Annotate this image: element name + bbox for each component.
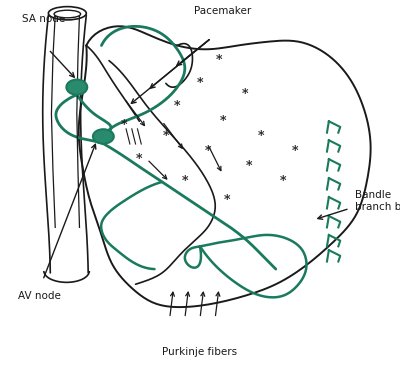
Text: Pacemaker: Pacemaker xyxy=(194,6,251,16)
Text: *: * xyxy=(182,175,188,188)
Text: *: * xyxy=(246,160,252,173)
Text: Purkinje fibers: Purkinje fibers xyxy=(162,348,238,357)
Text: *: * xyxy=(197,77,203,90)
Text: *: * xyxy=(136,153,143,166)
Text: AV node: AV node xyxy=(18,291,61,301)
Text: Bandle
branch block: Bandle branch block xyxy=(355,190,400,212)
Text: *: * xyxy=(174,100,180,113)
Text: SA node: SA node xyxy=(22,14,65,24)
Ellipse shape xyxy=(54,10,81,18)
Ellipse shape xyxy=(93,129,114,144)
Text: *: * xyxy=(242,88,249,101)
Text: *: * xyxy=(280,175,287,188)
Ellipse shape xyxy=(48,7,86,20)
Text: *: * xyxy=(220,115,226,128)
Text: *: * xyxy=(257,130,264,143)
Ellipse shape xyxy=(66,80,87,95)
Text: *: * xyxy=(204,145,211,158)
Text: *: * xyxy=(163,130,169,143)
Text: *: * xyxy=(216,54,222,67)
Text: *: * xyxy=(121,119,128,132)
Text: *: * xyxy=(223,194,230,207)
Text: *: * xyxy=(292,145,298,158)
